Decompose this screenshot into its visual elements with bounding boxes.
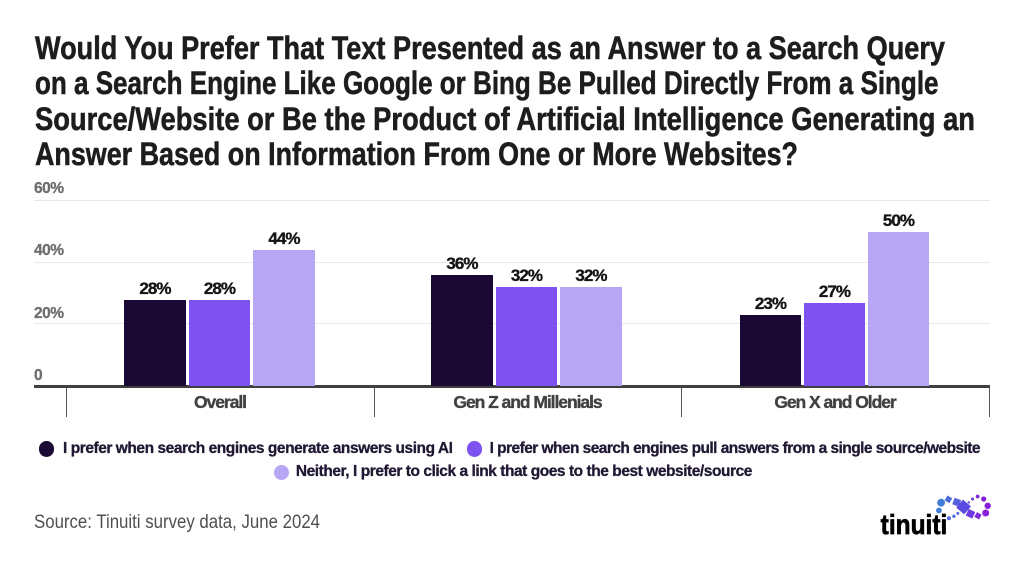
svg-text:tinuiti: tinuiti [881,509,948,541]
